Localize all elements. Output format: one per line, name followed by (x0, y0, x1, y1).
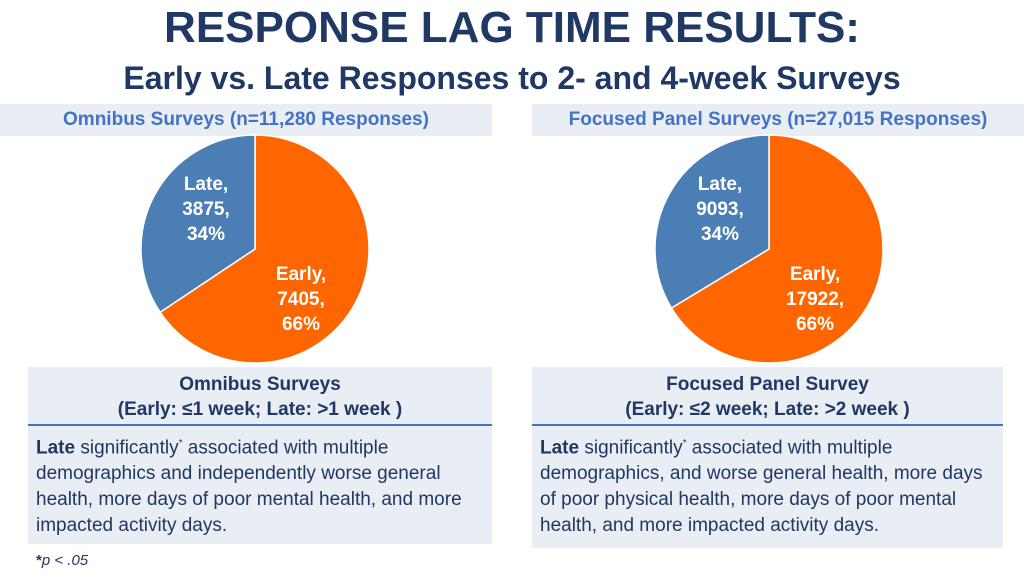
footnote: *p < .05 (36, 552, 88, 569)
box-divider (28, 424, 492, 426)
slice-label-name: Late, (183, 174, 229, 195)
pie-slice-early (670, 134, 884, 364)
omnibus-late-label: Late, 3875, 34% (161, 172, 251, 247)
page-subtitle: Early vs. Late Responses to 2- and 4-wee… (123, 60, 901, 96)
slice-label-percent: 34% (700, 224, 740, 245)
box-title-definition: (Early: ≤2 week; Late: >2 week ) (625, 399, 910, 420)
slice-label-value: 3875, (182, 199, 230, 220)
omnibus-chart-title: Omnibus Surveys (n=11,280 Responses) (0, 104, 492, 136)
slice-label-value: 9093, (696, 199, 744, 220)
slice-label-percent: 66% (281, 314, 321, 335)
significance-mark: * (682, 438, 687, 449)
box-title-name: Focused Panel Survey (666, 374, 869, 395)
significance-mark: * (178, 438, 183, 449)
focused-panel-findings-box: Focused Panel Survey (Early: ≤2 week; La… (532, 367, 1003, 548)
omnibus-pie-chart (140, 134, 370, 364)
focused-late-label: Late, 9093, 34% (675, 172, 765, 247)
findings-text-start: significantly (75, 437, 179, 459)
slice-label-value: 17922, (785, 289, 845, 310)
footnote-mark: * (36, 552, 42, 569)
bold-keyword: Late (36, 437, 76, 459)
findings-text-rest: associated with multiple demographics, a… (540, 437, 983, 537)
box-findings-text: Late significantly* associated with mult… (532, 426, 1003, 539)
box-title: Omnibus Surveys (Early: ≤1 week; Late: >… (28, 367, 492, 424)
focused-panel-chart-title: Focused Panel Surveys (n=27,015 Response… (532, 104, 1024, 136)
bold-keyword: Late (540, 437, 580, 459)
omnibus-early-label: Early, 7405, 66% (256, 262, 346, 337)
slice-label-name: Early, (789, 264, 841, 285)
findings-text-rest: associated with multiple demographics an… (36, 437, 462, 537)
pie-slice-late (654, 134, 770, 310)
footnote-text: p < .05 (41, 552, 89, 569)
box-title-definition: (Early: ≤1 week; Late: >1 week ) (117, 399, 403, 420)
focused-early-label: Early, 17922, 66% (770, 262, 860, 337)
omnibus-findings-box: Omnibus Surveys (Early: ≤1 week; Late: >… (28, 367, 492, 544)
slice-label-name: Late, (697, 174, 743, 195)
slice-label-name: Early, (275, 264, 327, 285)
box-findings-text: Late significantly* associated with mult… (28, 426, 492, 539)
pie-slice-late (140, 134, 256, 314)
page-title: RESPONSE LAG TIME RESULTS: (164, 3, 860, 52)
box-title: Focused Panel Survey (Early: ≤2 week; La… (532, 367, 1003, 424)
slice-label-percent: 66% (795, 314, 835, 335)
box-title-name: Omnibus Surveys (179, 374, 341, 395)
box-divider (532, 424, 1003, 426)
pie-slice-early (159, 134, 370, 364)
slice-label-percent: 34% (186, 224, 226, 245)
findings-text-start: significantly (579, 437, 683, 459)
slice-label-value: 7405, (277, 289, 325, 310)
focused-panel-pie-chart (654, 134, 884, 364)
